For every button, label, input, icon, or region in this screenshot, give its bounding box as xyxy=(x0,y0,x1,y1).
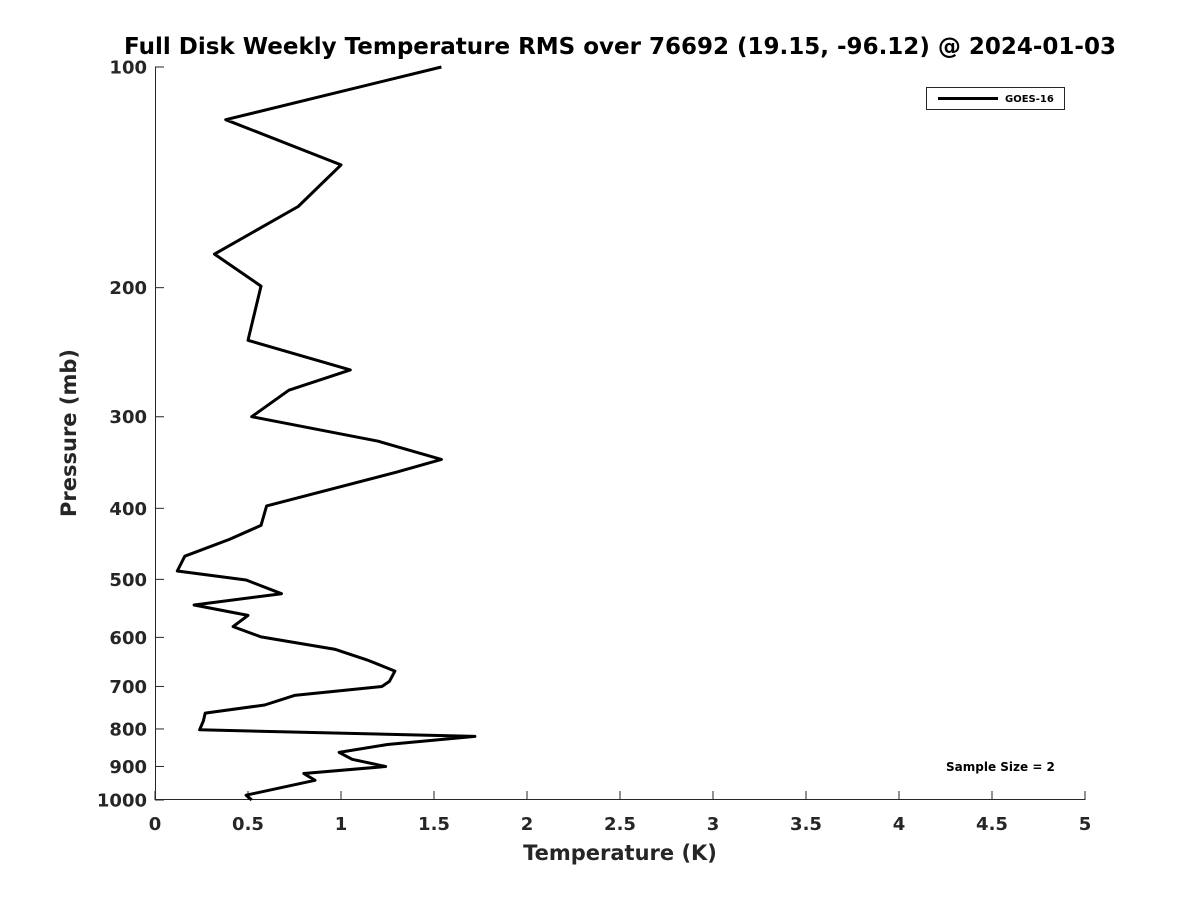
series-line-goes-16 xyxy=(175,65,477,802)
x-tick-label: 0 xyxy=(149,814,162,835)
y-tick-label: 700 xyxy=(109,677,147,698)
x-tick-label: 1.5 xyxy=(418,814,450,835)
y-tick-label: 500 xyxy=(109,570,147,591)
y-tick-label: 900 xyxy=(109,757,147,778)
y-tick-label: 300 xyxy=(109,407,147,428)
x-axis-ticks: 0 0.5 1 1.5 2 2.5 3 3.5 4 4.5 5 xyxy=(149,791,1092,835)
y-tick-label: 200 xyxy=(109,278,147,299)
y-tick-label: 1000 xyxy=(97,791,147,812)
x-tick-label: 3.5 xyxy=(790,814,822,835)
y-axis-label: Pressure (mb) xyxy=(57,349,81,517)
x-tick-label: 4.5 xyxy=(976,814,1008,835)
legend: GOES-16 xyxy=(926,87,1065,110)
x-tick-label: 0.5 xyxy=(232,814,264,835)
x-tick-label: 3 xyxy=(707,814,720,835)
y-axis-ticks: 100 200 300 400 500 600 700 800 900 1000 xyxy=(97,58,164,812)
y-tick-label: 100 xyxy=(109,58,147,79)
x-tick-label: 4 xyxy=(893,814,906,835)
legend-label: GOES-16 xyxy=(1005,94,1054,105)
x-axis-label: Temperature (K) xyxy=(523,841,717,865)
chart-title: Full Disk Weekly Temperature RMS over 76… xyxy=(124,34,1116,60)
x-tick-label: 2.5 xyxy=(604,814,636,835)
x-tick-label: 1 xyxy=(335,814,348,835)
y-tick-label: 800 xyxy=(109,719,147,740)
y-tick-label: 400 xyxy=(109,499,147,520)
x-tick-label: 5 xyxy=(1079,814,1092,835)
x-tick-label: 2 xyxy=(521,814,534,835)
sample-size-annotation: Sample Size = 2 xyxy=(946,760,1055,774)
y-tick-label: 600 xyxy=(109,628,147,649)
series-group xyxy=(175,65,477,802)
